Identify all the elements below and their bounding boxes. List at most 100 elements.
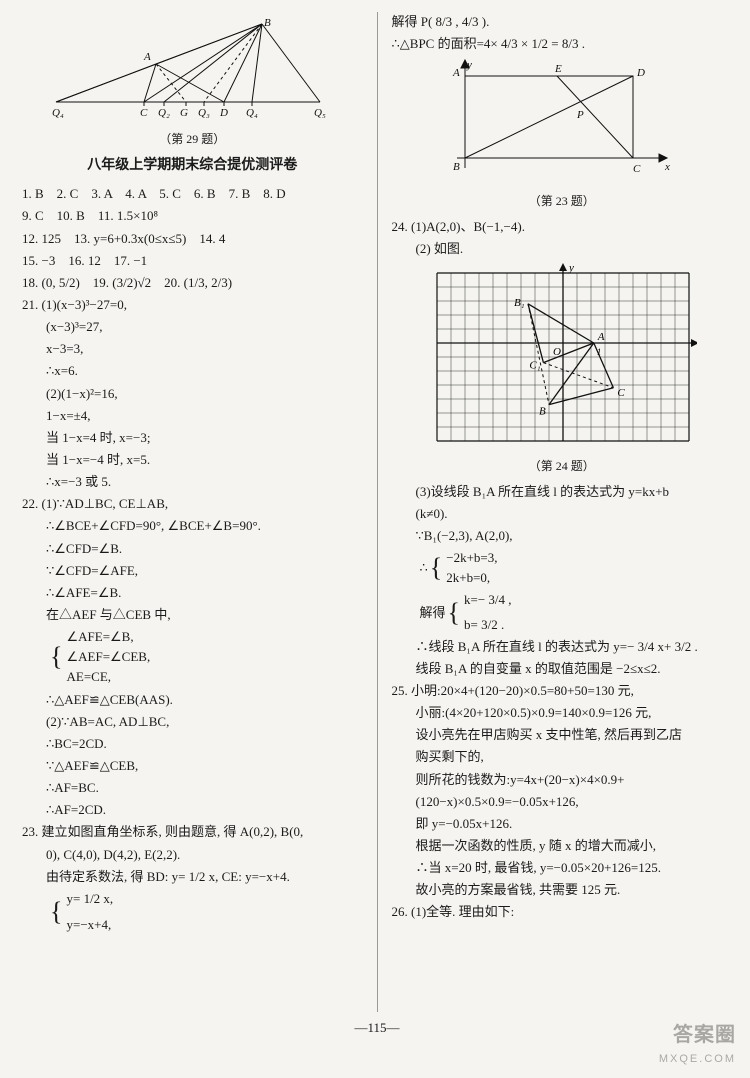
p-area: ∴△BPC 的面积=4× 4/3 × 1/2 = 8/3 . (392, 34, 733, 54)
q25-e: 则所花的钱数为:y=4x+(20−x)×4×0.9+ (392, 770, 733, 790)
answers-mc-2: 9. C 10. B 11. 1.5×10⁸ (22, 206, 363, 226)
page-number: —115— (22, 1018, 732, 1038)
q22-g1: ∠AFE=∠B, (66, 627, 150, 647)
q22-j: ∴BC=2CD. (22, 734, 363, 754)
q24-h: ∴线段 B₁A 所在直线 l 的表达式为 y=− 3/4 x+ 3/2 . (392, 637, 733, 657)
svg-text:A: A (597, 331, 605, 343)
q22-i: (2)∵AB=AC, AD⊥BC, (22, 712, 363, 732)
figure-24-caption: （第 24 题） (392, 457, 733, 476)
svg-text:x: x (664, 161, 670, 173)
svg-text:1: 1 (597, 347, 602, 357)
q25-b: 小丽:(4×20+120×0.5)×0.9=140×0.9=126 元, (392, 703, 733, 723)
q25-g: 即 y=−0.05x+126. (392, 814, 733, 834)
answers-18: 18. (0, 5/2) 19. (3/2)√2 20. (1/3, 2/3) (22, 273, 363, 293)
q22-m: ∴AF=2CD. (22, 800, 363, 820)
q25-c: 设小亮先在甲店购买 x 支中性笔, 然后再到乙店 (392, 725, 733, 745)
q22-brace: { ∠AFE=∠B, ∠AEF=∠CEB, AE=CE, (22, 627, 363, 687)
q24-a: 24. (1)A(2,0)、B(−1,−4). (392, 217, 733, 237)
svg-text:A: A (452, 67, 460, 79)
figure-23-caption: （第 23 题） (392, 192, 733, 211)
q21-c: x−3=3, (22, 339, 363, 359)
q25-j: 故小亮的方案最省钱, 共需要 125 元. (392, 880, 733, 900)
column-divider (377, 12, 378, 1012)
svg-text:B: B (453, 161, 460, 173)
answers-15: 15. −3 16. 12 17. −1 (22, 251, 363, 271)
figure-24: A1B₁C₁BCOxy (392, 263, 733, 453)
q22-c: ∴∠CFD=∠B. (22, 539, 363, 559)
q23-brace: { y= 1/2 x, y=−x+4, (22, 889, 363, 935)
q22-f: 在△AEF 与△CEB 中, (22, 605, 363, 625)
q22-a: 22. (1)∵AD⊥BC, CE⊥AB, (22, 494, 363, 514)
q24-f1: −2k+b=3, (446, 548, 497, 568)
svg-text:C₁: C₁ (529, 360, 540, 372)
q24-e: ∵B₁(−2,3), A(2,0), (392, 526, 733, 546)
q25-i: ∴当 x=20 时, 最省钱, y=−0.05×20+126=125. (392, 858, 733, 878)
q21-b: (x−3)³=27, (22, 317, 363, 337)
svg-text:B: B (539, 406, 546, 418)
q24-brace-2: 解得{ k=− 3/4 , b= 3/2 . (392, 590, 733, 634)
svg-text:Q₂: Q₂ (158, 107, 170, 119)
svg-text:B: B (264, 17, 271, 29)
figure-29: Q₄ C Q₂ G Q₃ D Q₄ Q₅ A B (22, 16, 363, 126)
q22-e: ∴∠AFE=∠B. (22, 583, 363, 603)
svg-text:y: y (466, 59, 472, 71)
answers-mc-1: 1. B 2. C 3. A 4. A 5. C 6. B 7. B 8. D (22, 184, 363, 204)
q22-b: ∴∠BCE+∠CFD=90°, ∠BCE+∠B=90°. (22, 516, 363, 536)
svg-text:Q₃: Q₃ (198, 107, 210, 119)
q24-brace-1: ∴{ −2k+b=3, 2k+b=0, (392, 548, 733, 588)
answers-12: 12. 125 13. y=6+0.3x(0≤x≤5) 14. 4 (22, 229, 363, 249)
q23-d2: y=−x+4, (66, 915, 113, 935)
left-column: Q₄ C Q₂ G Q₃ D Q₄ Q₅ A B （第 29 题） 八年级上学期期末综合提优… (22, 12, 363, 1012)
q25-h: 根据一次函数的性质, y 随 x 的增大而减小, (392, 836, 733, 856)
q24-g1: k=− 3/4 , (464, 590, 512, 610)
p-solution: 解得 P( 8/3 , 4/3 ). (392, 12, 733, 32)
svg-text:C: C (140, 107, 148, 119)
svg-text:G: G (180, 107, 188, 119)
q21-d: ∴x=6. (22, 361, 363, 381)
q25-a: 25. 小明:20×4+(120−20)×0.5=80+50=130 元, (392, 681, 733, 701)
svg-text:C: C (617, 387, 625, 399)
svg-text:O: O (553, 346, 561, 358)
svg-text:Q₄: Q₄ (246, 107, 258, 119)
q24-d: (k≠0). (392, 504, 733, 524)
q25-f: (120−x)×0.5×0.9=−0.05x+126, (392, 792, 733, 812)
q25-d: 购买剩下的, (392, 747, 733, 767)
q22-k: ∵△AEF≌△CEB, (22, 756, 363, 776)
q24-b: (2) 如图. (392, 239, 733, 259)
q23-b: 0), C(4,0), D(4,2), E(2,2). (22, 845, 363, 865)
q26-a: 26. (1)全等. 理由如下: (392, 902, 733, 922)
svg-text:C: C (633, 163, 641, 175)
q23-d1: y= 1/2 x, (66, 889, 113, 909)
figure-23: A E D B C P y x (392, 58, 733, 188)
q24-i: 线段 B₁A 的自变量 x 的取值范围是 −2≤x≤2. (392, 659, 733, 679)
svg-text:E: E (554, 63, 562, 75)
q22-d: ∵∠CFD=∠AFE, (22, 561, 363, 581)
q24-f2: 2k+b=0, (446, 568, 497, 588)
svg-text:B₁: B₁ (514, 297, 525, 309)
svg-text:P: P (576, 109, 584, 121)
svg-text:A: A (143, 51, 151, 63)
q23-a: 23. 建立如图直角坐标系, 则由题意, 得 A(0,2), B(0, (22, 822, 363, 842)
q22-g3: AE=CE, (66, 667, 150, 687)
exam-title: 八年级上学期期末综合提优测评卷 (22, 155, 363, 177)
svg-text:y: y (568, 263, 574, 274)
q24-c: (3)设线段 B₁A 所在直线 l 的表达式为 y=kx+b (392, 482, 733, 502)
figure-29-caption: （第 29 题） (22, 130, 363, 149)
q21-h: 当 1−x=−4 时, x=5. (22, 450, 363, 470)
q24-g2: b= 3/2 . (464, 615, 512, 635)
watermark: 答案圈 MXQE.COM (659, 1020, 736, 1068)
q21-g: 当 1−x=4 时, x=−3; (22, 428, 363, 448)
right-column: 解得 P( 8/3 , 4/3 ). ∴△BPC 的面积=4× 4/3 × 1/… (392, 12, 733, 1012)
svg-text:Q₄: Q₄ (52, 107, 64, 119)
svg-text:Q₅: Q₅ (314, 107, 326, 119)
q21-a: 21. (1)(x−3)³−27=0, (22, 295, 363, 315)
q21-i: ∴x=−3 或 5. (22, 472, 363, 492)
q21-f: 1−x=±4, (22, 406, 363, 426)
q22-h: ∴△AEF≌△CEB(AAS). (22, 690, 363, 710)
q22-g2: ∠AEF=∠CEB, (66, 647, 150, 667)
svg-text:D: D (636, 67, 645, 79)
q23-c: 由待定系数法, 得 BD: y= 1/2 x, CE: y=−x+4. (22, 867, 363, 887)
q21-e: (2)(1−x)²=16, (22, 384, 363, 404)
svg-text:D: D (219, 107, 228, 119)
q22-l: ∴AF=BC. (22, 778, 363, 798)
